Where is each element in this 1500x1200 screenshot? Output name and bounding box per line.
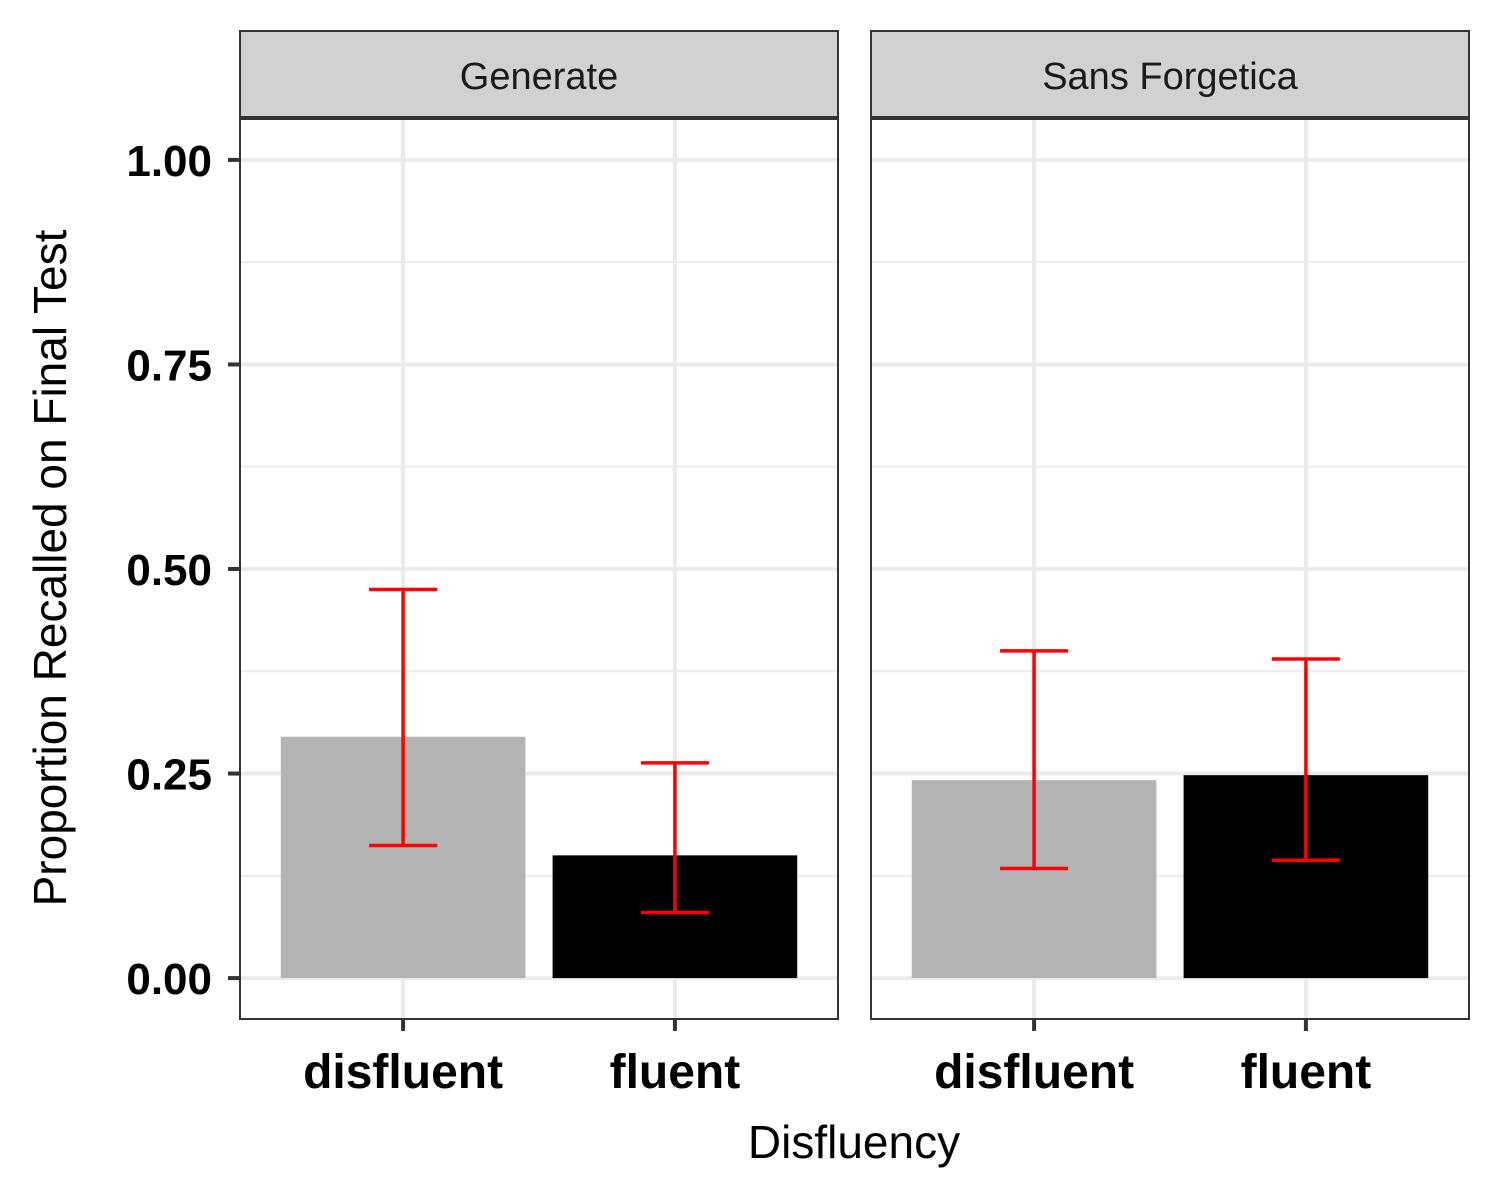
facet-strip (239, 30, 839, 118)
panels-layer: Generate disfluent fluent Sans Forgetica dis… (239, 30, 1470, 1099)
x-tick-label: disfluent (303, 1046, 503, 1099)
y-tick-label: 1.00 (126, 137, 212, 186)
y-tick-label: 0.25 (126, 751, 212, 800)
errorbar-fluent (640, 761, 709, 915)
facet-strip-label: Generate (460, 56, 618, 98)
y-axis-title: Proportion Recalled on Final Test (24, 229, 76, 906)
panel-0: Generate disfluent fluent (239, 30, 839, 1099)
errorbar-disfluent (369, 587, 438, 848)
x-tick-label: disfluent (934, 1046, 1134, 1099)
facet-strip (870, 30, 1470, 118)
panel-border (870, 118, 1470, 1020)
facet-strip-label: Sans Forgetica (1042, 56, 1298, 98)
errorbar-disfluent (1000, 649, 1069, 871)
y-tick-label: 0.75 (126, 341, 212, 390)
errorbar-fluent (1271, 657, 1340, 863)
y-tick-label: 0.50 (126, 546, 212, 595)
panel-1: Sans Forgetica disfluent fluent (870, 30, 1470, 1099)
x-axis-title: Disfluency (748, 1116, 960, 1168)
y-tick-label: 0.00 (126, 955, 212, 1004)
y-axis: 0.00 0.25 0.50 0.75 1.00 (126, 137, 240, 1004)
x-tick-label: fluent (610, 1046, 741, 1099)
x-tick-label: fluent (1241, 1046, 1372, 1099)
